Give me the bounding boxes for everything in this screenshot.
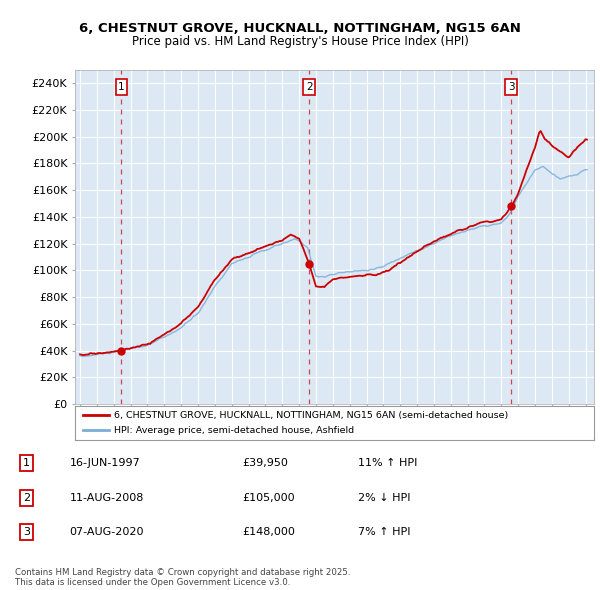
Text: 2% ↓ HPI: 2% ↓ HPI	[358, 493, 410, 503]
Text: HPI: Average price, semi-detached house, Ashfield: HPI: Average price, semi-detached house,…	[114, 425, 354, 435]
Text: 3: 3	[508, 82, 515, 92]
Text: Contains HM Land Registry data © Crown copyright and database right 2025.
This d: Contains HM Land Registry data © Crown c…	[15, 568, 350, 587]
Text: 2: 2	[306, 82, 313, 92]
Text: Price paid vs. HM Land Registry's House Price Index (HPI): Price paid vs. HM Land Registry's House …	[131, 35, 469, 48]
Text: 1: 1	[23, 458, 30, 468]
Text: £105,000: £105,000	[242, 493, 295, 503]
Text: 7% ↑ HPI: 7% ↑ HPI	[358, 527, 410, 537]
Text: 6, CHESTNUT GROVE, HUCKNALL, NOTTINGHAM, NG15 6AN (semi-detached house): 6, CHESTNUT GROVE, HUCKNALL, NOTTINGHAM,…	[114, 411, 508, 420]
Text: £39,950: £39,950	[242, 458, 288, 468]
Text: 3: 3	[23, 527, 30, 537]
Text: 1: 1	[118, 82, 125, 92]
Text: 16-JUN-1997: 16-JUN-1997	[70, 458, 140, 468]
Text: 11-AUG-2008: 11-AUG-2008	[70, 493, 144, 503]
Text: 11% ↑ HPI: 11% ↑ HPI	[358, 458, 417, 468]
Text: 07-AUG-2020: 07-AUG-2020	[70, 527, 144, 537]
Text: 2: 2	[23, 493, 30, 503]
Text: 6, CHESTNUT GROVE, HUCKNALL, NOTTINGHAM, NG15 6AN: 6, CHESTNUT GROVE, HUCKNALL, NOTTINGHAM,…	[79, 22, 521, 35]
Text: £148,000: £148,000	[242, 527, 295, 537]
